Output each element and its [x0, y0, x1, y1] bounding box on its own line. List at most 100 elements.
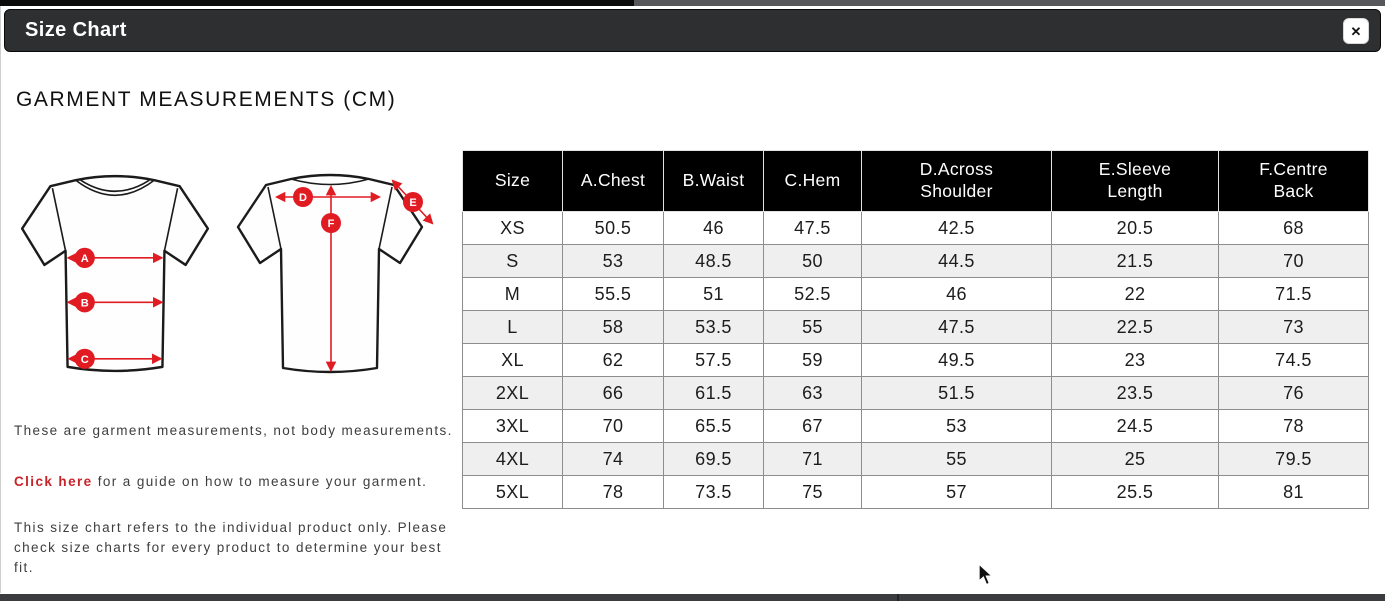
- table-cell: 21.5: [1051, 244, 1219, 278]
- badge-c: C: [74, 348, 95, 369]
- table-cell: XS: [462, 211, 563, 245]
- badge-d: D: [293, 187, 313, 207]
- svg-text:A: A: [81, 253, 89, 265]
- table-cell: 47.5: [861, 310, 1052, 344]
- mouse-cursor-icon: [978, 563, 994, 586]
- tshirt-back-diagram: D F E: [236, 173, 434, 374]
- table-cell: 79.5: [1218, 442, 1369, 476]
- table-cell: 55: [861, 442, 1052, 476]
- column-header: E.Sleeve Length: [1051, 150, 1219, 212]
- table-cell: 81: [1218, 475, 1369, 509]
- svg-text:D: D: [299, 192, 307, 204]
- badge-f: F: [321, 213, 341, 233]
- table-cell: 53.5: [663, 310, 764, 344]
- table-cell: 70: [1218, 244, 1369, 278]
- column-header: F.Centre Back: [1218, 150, 1369, 212]
- table-cell: 20.5: [1051, 211, 1219, 245]
- table-cell: 52.5: [763, 277, 862, 311]
- table-cell: 75: [763, 475, 862, 509]
- top-strip-dark-segment: [0, 0, 634, 6]
- table-cell: 74.5: [1218, 343, 1369, 377]
- table-cell: 73.5: [663, 475, 764, 509]
- click-here-link[interactable]: Click here: [14, 474, 93, 489]
- table-cell: 50: [763, 244, 862, 278]
- page-title: GARMENT MEASUREMENTS (CM): [16, 88, 397, 111]
- table-cell: 69.5: [663, 442, 764, 476]
- badge-a: A: [74, 247, 95, 268]
- svg-text:E: E: [409, 197, 416, 209]
- badge-e: E: [403, 192, 423, 212]
- table-row: XL 62 57.5 59 49.5 23 74.5: [462, 343, 1369, 377]
- table-cell: 23: [1051, 343, 1219, 377]
- column-header: B.Waist: [663, 150, 764, 212]
- table-cell: 23.5: [1051, 376, 1219, 410]
- note-individual-product: This size chart refers to the individual…: [14, 520, 448, 575]
- table-cell: 68: [1218, 211, 1369, 245]
- size-table-body: XS 50.5 46 47.5 42.5 20.5 68 S 53 48.5 50 44.5 21.5 7…: [462, 211, 1369, 509]
- table-cell: 70: [562, 409, 664, 443]
- table-cell: 53: [861, 409, 1052, 443]
- table-row: 4XL 74 69.5 71 55 25 79.5: [462, 442, 1369, 476]
- notes-block: These are garment measurements, not body…: [14, 421, 466, 578]
- size-table-header-row: Size A.Chest B.Waist C.Hem D.Across Shoulder…: [462, 150, 1369, 212]
- table-cell: 71.5: [1218, 277, 1369, 311]
- table-cell: XL: [462, 343, 563, 377]
- close-icon: ✕: [1350, 23, 1362, 39]
- table-cell: 71: [763, 442, 862, 476]
- table-cell: 25.5: [1051, 475, 1219, 509]
- svg-text:C: C: [81, 354, 89, 366]
- tshirt-front-diagram: A B C: [20, 174, 210, 373]
- svg-text:B: B: [81, 297, 89, 309]
- close-button[interactable]: ✕: [1343, 18, 1369, 44]
- table-cell: 59: [763, 343, 862, 377]
- table-cell: 73: [1218, 310, 1369, 344]
- table-cell: 61.5: [663, 376, 764, 410]
- note-measure-guide: Click here for a guide on how to measure…: [14, 472, 466, 492]
- modal-header: Size Chart ✕: [4, 9, 1381, 52]
- table-row: 2XL 66 61.5 63 51.5 23.5 76: [462, 376, 1369, 410]
- size-chart-table: Size A.Chest B.Waist C.Hem D.Across Shoulder…: [462, 150, 1369, 509]
- table-cell: 22.5: [1051, 310, 1219, 344]
- table-cell: 44.5: [861, 244, 1052, 278]
- table-cell: 57.5: [663, 343, 764, 377]
- table-cell: 42.5: [861, 211, 1052, 245]
- table-cell: 67: [763, 409, 862, 443]
- table-cell: 24.5: [1051, 409, 1219, 443]
- column-header: D.Across Shoulder: [861, 150, 1052, 212]
- table-row: XS 50.5 46 47.5 42.5 20.5 68: [462, 211, 1369, 245]
- column-header: C.Hem: [763, 150, 862, 212]
- note-garment-vs-body: These are garment measurements, not body…: [14, 423, 453, 438]
- note-measure-guide-rest: for a guide on how to measure your garme…: [92, 474, 428, 489]
- table-row: 3XL 70 65.5 67 53 24.5 78: [462, 409, 1369, 443]
- table-cell: 51: [663, 277, 764, 311]
- table-cell: 5XL: [462, 475, 563, 509]
- table-cell: 22: [1051, 277, 1219, 311]
- table-cell: 55.5: [562, 277, 664, 311]
- table-row: M 55.5 51 52.5 46 22 71.5: [462, 277, 1369, 311]
- table-cell: 63: [763, 376, 862, 410]
- table-cell: 46: [663, 211, 764, 245]
- table-cell: 76: [1218, 376, 1369, 410]
- table-row: L 58 53.5 55 47.5 22.5 73: [462, 310, 1369, 344]
- modal-title: Size Chart: [25, 19, 127, 41]
- table-cell: 78: [562, 475, 664, 509]
- page-top-strip: [0, 0, 1385, 6]
- table-cell: 2XL: [462, 376, 563, 410]
- column-header: Size: [462, 150, 563, 212]
- table-cell: 51.5: [861, 376, 1052, 410]
- table-cell: S: [462, 244, 563, 278]
- table-cell: 48.5: [663, 244, 764, 278]
- table-cell: L: [462, 310, 563, 344]
- tshirt-back-outline: [236, 173, 424, 374]
- table-row: S 53 48.5 50 44.5 21.5 70: [462, 244, 1369, 278]
- badge-b: B: [74, 292, 95, 313]
- table-cell: 55: [763, 310, 862, 344]
- table-cell: 78: [1218, 409, 1369, 443]
- table-cell: M: [462, 277, 563, 311]
- top-strip-gray-segment: [634, 0, 1385, 6]
- table-cell: 25: [1051, 442, 1219, 476]
- table-cell: 50.5: [562, 211, 664, 245]
- table-cell: 47.5: [763, 211, 862, 245]
- table-cell: 74: [562, 442, 664, 476]
